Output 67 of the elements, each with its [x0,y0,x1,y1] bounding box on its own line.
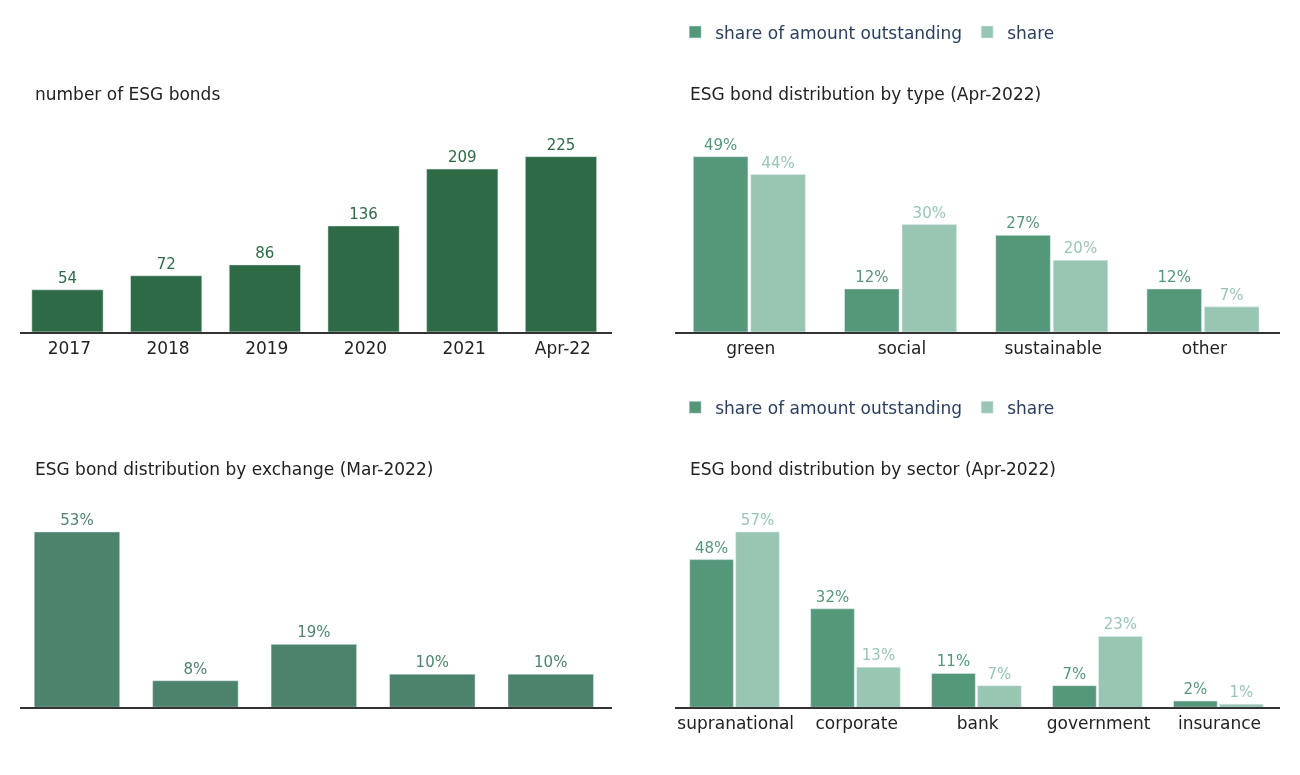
legend-label: share [1007,397,1055,418]
data-label: 27% [1006,214,1040,233]
x-tick-label: sustainable [1004,338,1102,359]
x-tick-label: 2017 [47,338,91,359]
data-label: 8% [183,659,208,678]
bar [33,531,120,708]
data-label: 53% [60,510,94,529]
data-label: 1% [1229,683,1254,702]
data-label: 10% [415,653,449,672]
bar [270,644,357,708]
x-tick-label: government [1046,713,1151,734]
data-label: 48% [694,538,729,557]
bar [152,680,239,708]
bar [31,289,104,332]
data-label: 23% [1103,615,1138,634]
data-label: 7% [1219,285,1244,304]
data-label: 12% [855,267,889,286]
x-tick-label: insurance [1177,713,1262,734]
bar [228,264,301,332]
data-label: 136 [349,204,378,223]
data-label: 2% [1183,680,1208,699]
data-label: 44% [761,153,795,172]
bar [1204,306,1260,332]
data-label: 19% [297,623,331,642]
data-label: 12% [1157,267,1191,286]
bar [389,673,476,708]
data-label: 209 [447,148,477,167]
bar [507,673,594,708]
data-label: 7% [1062,664,1087,683]
x-tick-label: supranational [677,713,795,734]
bar [1052,260,1109,332]
x-tick-label: other [1181,338,1228,359]
x-tick-label: 2021 [442,338,486,359]
data-label: 54 [57,268,78,287]
legend-label: share of amount outstanding [715,22,963,43]
x-tick-label: Apr-22 [534,338,591,359]
data-label: 86 [255,243,275,262]
data-label: 11% [936,652,971,671]
bar [426,168,499,332]
data-label: 32% [815,587,850,606]
bar [525,156,597,332]
data-label: 225 [546,135,576,154]
chart-title: ESG bond distribution by sector (Apr-2022) [690,459,1056,479]
x-tick-label: 2019 [245,338,289,359]
x-tick-label: corporate [815,713,898,734]
data-label: 57% [740,510,775,529]
data-label: 49% [703,135,738,154]
bar [995,235,1051,332]
bar [327,225,400,332]
x-tick-label: green [726,338,776,359]
legend-label: share [1007,22,1055,43]
x-tick-label: social [877,338,927,359]
data-label: 30% [912,203,946,222]
x-tick-label: 2018 [146,338,190,359]
chart-title: ESG bond distribution by exchange (Mar-2022) [35,459,434,479]
bar [1146,288,1202,332]
legend-label: share of amount outstanding [715,397,963,418]
data-label: 20% [1063,239,1098,258]
bar [130,275,203,332]
chart-title: ESG bond distribution by type (Apr-2022) [690,84,1042,104]
x-tick-label: bank [956,713,999,734]
data-label: 13% [861,646,896,665]
chart-title: number of ESG bonds [35,84,221,104]
data-label: 72 [156,254,176,273]
data-label: 10% [534,653,568,672]
x-tick-label: 2020 [343,338,388,359]
data-label: 7% [987,664,1012,683]
